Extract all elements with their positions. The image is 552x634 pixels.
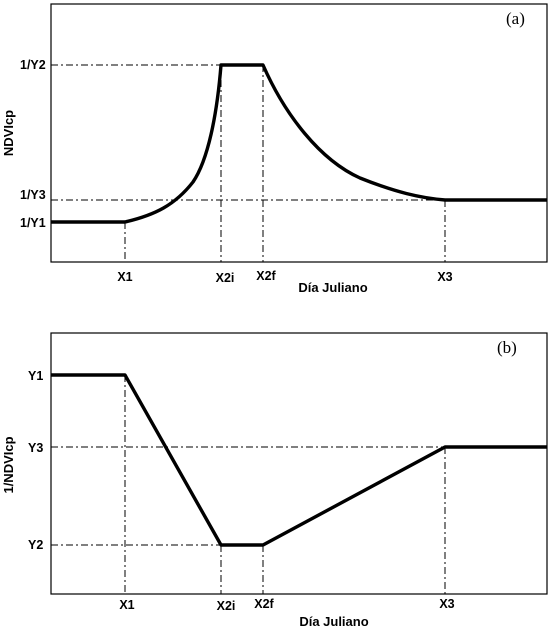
panel-a-ytick-y2: 1/Y2 xyxy=(20,58,46,72)
panel-a-xtick-x2f: X2f xyxy=(256,269,276,283)
panel-b-xlabel: Día Juliano xyxy=(299,614,368,629)
panel-b-xtick-x2i: X2i xyxy=(217,599,236,613)
panel-b-frame xyxy=(50,332,548,595)
panel-a-label: (a) xyxy=(506,9,525,28)
panel-b-inverse-ndvi-curve xyxy=(51,373,547,547)
panel-a-ytick-y1: 1/Y1 xyxy=(20,216,46,230)
panel-a-xlabel: Día Juliano xyxy=(298,280,367,295)
panel-a-ylabel: NDVIcp xyxy=(1,110,16,156)
panel-b-label: (b) xyxy=(497,338,517,357)
panel-a-xtick-x1: X1 xyxy=(117,270,132,284)
panel-b-ylabel: 1/NDVIcp xyxy=(1,436,16,493)
panel-b-xtick-x1: X1 xyxy=(119,598,134,612)
panel-b-xtick-x2f: X2f xyxy=(254,597,274,611)
panel-a: 1/Y2 1/Y3 1/Y1 X1 X2i X2f X3 Día Juliano… xyxy=(1,3,548,295)
panel-b-ytick-y2: Y2 xyxy=(28,538,43,552)
panel-b-ytick-y1: Y1 xyxy=(28,369,43,383)
panel-b-ytick-y3: Y3 xyxy=(28,441,43,455)
panel-b: Y1 Y3 Y2 X1 X2i X2f X3 Día Juliano 1/NDV… xyxy=(1,332,548,629)
panel-a-frame xyxy=(50,3,548,263)
panel-a-ndvi-curve xyxy=(51,63,547,224)
panel-a-xtick-x2i: X2i xyxy=(216,271,235,285)
panel-b-xtick-x3: X3 xyxy=(439,597,454,611)
panel-a-ytick-y3: 1/Y3 xyxy=(20,188,46,202)
panel-a-xtick-x3: X3 xyxy=(437,270,452,284)
